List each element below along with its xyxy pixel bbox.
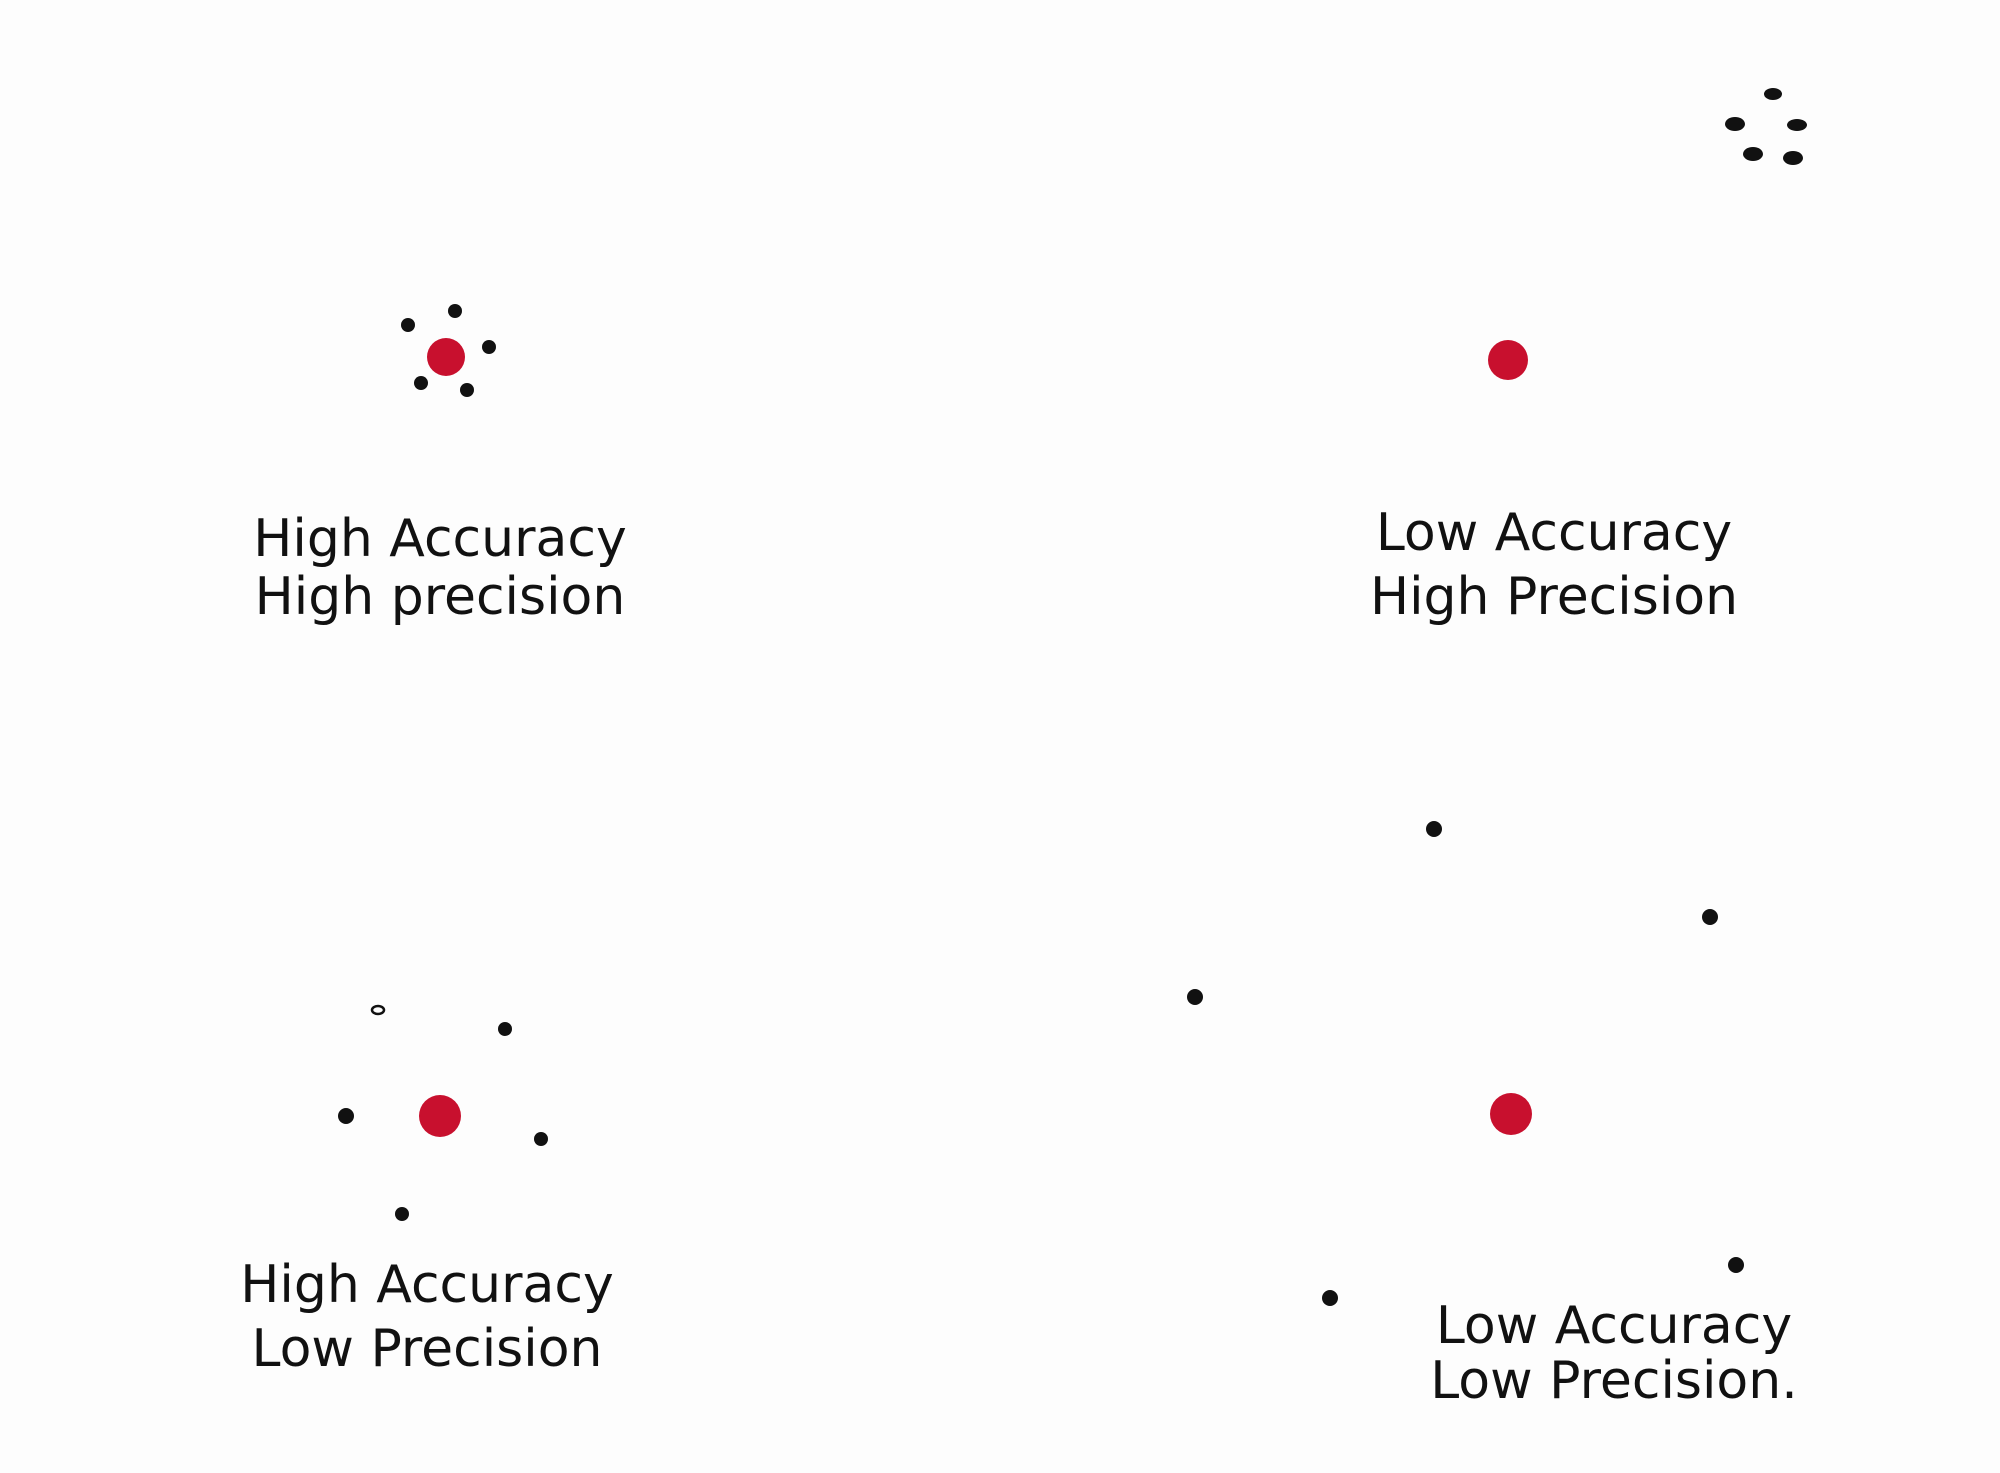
shot xyxy=(1702,909,1718,925)
shot xyxy=(1725,117,1745,131)
target xyxy=(427,338,465,376)
label-line: High Accuracy xyxy=(253,509,626,569)
target xyxy=(419,1095,461,1137)
target xyxy=(1490,1093,1532,1135)
target xyxy=(1488,340,1528,380)
shot xyxy=(1764,88,1782,100)
shot xyxy=(1783,151,1803,165)
shot xyxy=(534,1132,548,1146)
shot xyxy=(1187,989,1203,1005)
shot xyxy=(1743,147,1763,161)
shot xyxy=(448,304,462,318)
shot xyxy=(1728,1257,1744,1273)
shot xyxy=(1426,821,1442,837)
label-line: High Accuracy xyxy=(240,1255,613,1315)
panel-high-high: High Accuracy High precision xyxy=(253,304,627,627)
shot xyxy=(401,318,415,332)
label-line: Low Accuracy xyxy=(1376,503,1732,563)
panel-low-high: Low Accuracy High Precision xyxy=(1370,88,1807,627)
shot xyxy=(1787,119,1807,131)
label-line: Low Precision. xyxy=(1430,1351,1797,1411)
label-line: Low Accuracy xyxy=(1436,1296,1792,1356)
label-line: Low Precision xyxy=(252,1319,603,1379)
panel-low-low: Low Accuracy Low Precision. xyxy=(1187,821,1798,1411)
shot xyxy=(338,1108,354,1124)
label-line: High Precision xyxy=(1370,567,1738,627)
shot xyxy=(482,340,496,354)
shot xyxy=(460,383,474,397)
label-line: High precision xyxy=(255,567,626,627)
shot xyxy=(498,1022,512,1036)
panel-high-low: High Accuracy Low Precision xyxy=(240,1004,614,1379)
shot xyxy=(395,1207,409,1221)
shot xyxy=(414,376,428,390)
shot xyxy=(370,1004,386,1016)
shot xyxy=(1322,1290,1338,1306)
